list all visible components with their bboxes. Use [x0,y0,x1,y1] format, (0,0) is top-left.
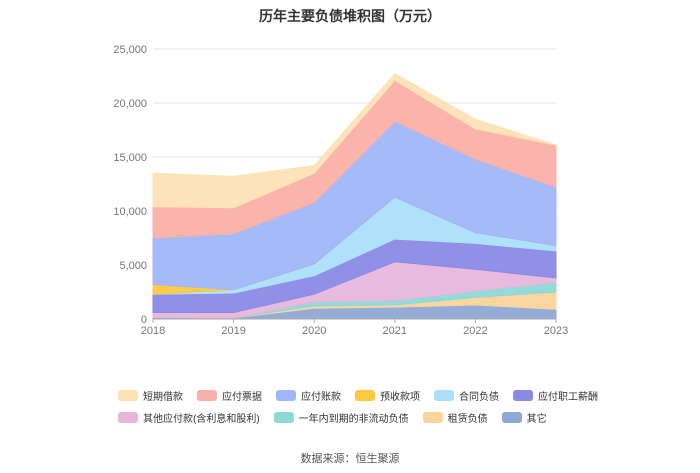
legend: 短期借款 应付票据 应付账款 预收款项 合同负债 应付职工薪酬其他应付款(含利息和股利) 一… [118,386,598,430]
legend-item[interactable]: 应付票据 [197,388,262,403]
legend-swatch [197,389,217,401]
legend-item[interactable]: 租赁负债 [422,410,488,425]
legend-label: 一年内到期的非流动负债 [298,413,409,425]
legend-label: 预收款项 [380,391,420,403]
legend-item[interactable]: 预收款项 [355,388,420,403]
legend-swatch [513,389,533,401]
legend-item[interactable]: 应付账款 [276,388,341,403]
legend-item[interactable]: 短期借款 [118,388,183,403]
legend-swatch [434,389,454,401]
legend-swatch [501,411,522,423]
legend-label: 短期借款 [143,391,183,403]
axes: 0 5,000 10,000 15,000 20,000 25,000 2018 2019 20… [113,44,568,337]
legend-item[interactable]: 一年内到期的非流动负债 [273,410,409,425]
y-tick-label: 25,000 [113,44,147,56]
legend-swatch [273,411,294,423]
area-series [152,73,557,209]
legend-item[interactable]: 应付职工薪酬 [513,388,598,403]
y-tick-label: 15,000 [113,152,147,164]
series-areas [152,73,557,320]
legend-row: 其他应付款(含利息和股利) 一年内到期的非流动负债 租赁负债 其它 [118,408,598,426]
legend-swatch [355,389,375,401]
data-source-note: 数据来源：恒生聚源 [300,453,400,465]
y-tick-label: 20,000 [113,98,147,110]
chart-title: 历年主要负债堆积图（万元） [259,8,441,24]
y-tick-label: 10,000 [113,206,147,218]
legend-item[interactable]: 合同负债 [434,388,499,403]
x-tick-label: 2019 [221,325,245,337]
legend-swatch [422,411,443,423]
legend-label: 应付账款 [301,391,341,403]
y-tick-label: 0 [141,314,147,326]
x-tick-label: 2022 [463,325,487,337]
legend-label: 应付票据 [222,391,262,403]
legend-label: 应付职工薪酬 [538,391,598,403]
x-tick-label: 2020 [302,325,326,337]
x-tick-label: 2023 [544,325,568,337]
legend-row: 短期借款 应付票据 应付账款 预收款项 合同负债 应付职工薪酬 [118,386,598,404]
legend-swatch [118,389,138,401]
legend-item[interactable]: 其它 [501,410,547,425]
legend-swatch [276,389,296,401]
y-tick-label: 5,000 [119,260,147,272]
legend-item[interactable]: 其他应付款(含利息和股利) [118,410,260,425]
legend-label: 其他应付款(含利息和股利) [143,413,260,425]
legend-label: 租赁负债 [447,413,488,425]
legend-swatch [118,411,138,423]
x-tick-label: 2018 [141,325,165,337]
legend-label: 其它 [526,413,547,425]
legend-label: 合同负债 [459,391,499,403]
x-tick-label: 2021 [383,325,407,337]
